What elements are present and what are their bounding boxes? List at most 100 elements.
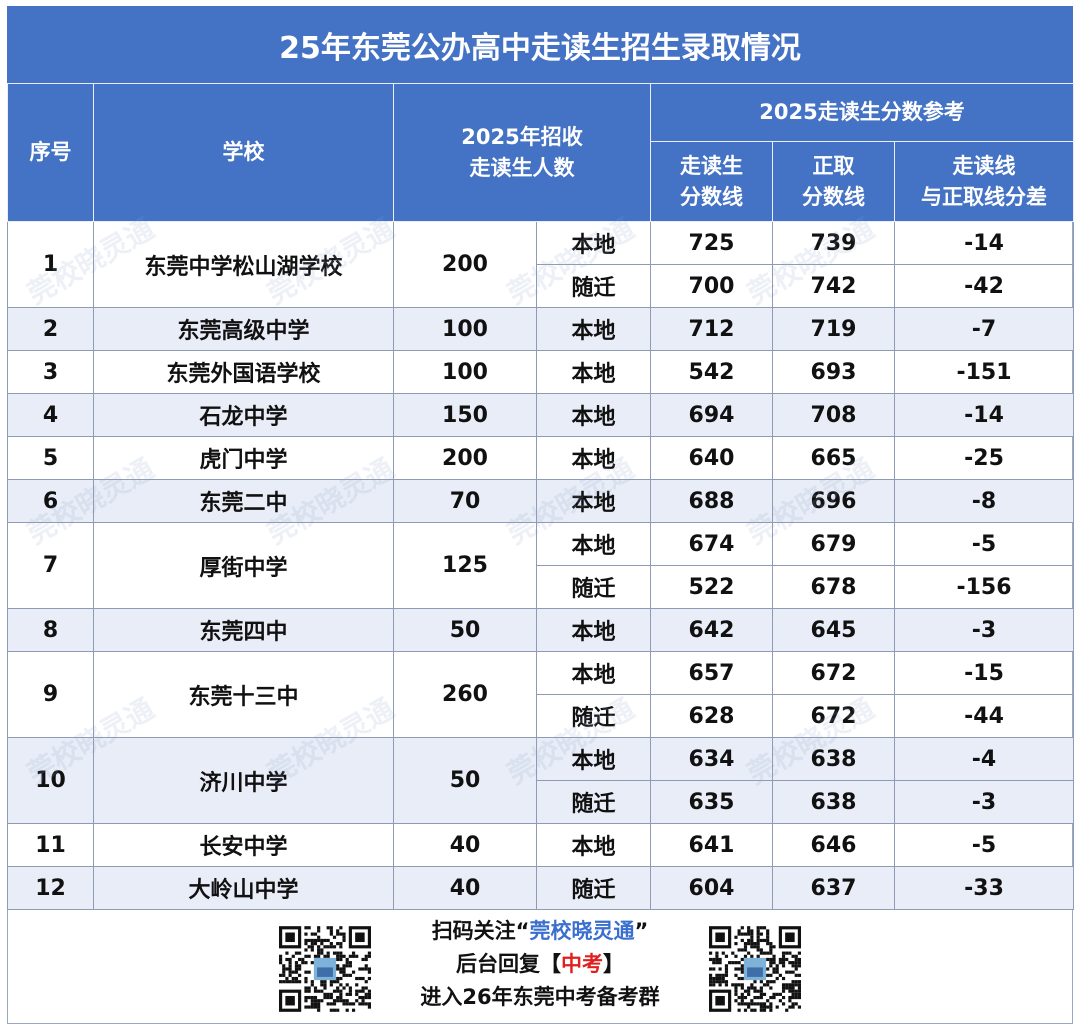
qr-code-right (709, 926, 801, 1012)
cell-index: 5 (7, 436, 94, 480)
cell-score-diff: -15 (894, 651, 1075, 695)
footer-line2-prefix: 后台回复【 (456, 952, 561, 976)
cell-walk-score: 688 (650, 479, 774, 523)
header-diff-line1: 走读线 (952, 153, 1016, 178)
table-row: 1 东莞中学松山湖学校 200 本地 725 739 -14 (7, 221, 1075, 308)
cell-regular-score: 696 (772, 479, 896, 523)
cell-index: 11 (7, 823, 94, 867)
table-row: 10 济川中学 50 本地 634 638 -4 (7, 737, 1075, 824)
cell-student-type: 随迁 (535, 780, 652, 824)
header-difference: 走读线 与正取线分差 (894, 141, 1075, 222)
header-school: 学校 (93, 83, 394, 222)
cell-score-diff: -42 (894, 264, 1075, 308)
cell-regular-score: 693 (772, 350, 896, 394)
cell-regular-score: 646 (772, 823, 896, 867)
cell-regular-score: 637 (772, 866, 896, 910)
cell-walk-score: 634 (650, 737, 774, 781)
header-walk-line1: 走读生 (680, 153, 744, 178)
cell-school: 东莞外国语学校 (93, 350, 394, 394)
cell-score-diff: -151 (894, 350, 1075, 394)
cell-quota: 150 (393, 393, 537, 437)
cell-regular-score: 678 (772, 565, 896, 609)
cell-student-type: 随迁 (535, 866, 652, 910)
cell-index: 7 (7, 522, 94, 609)
cell-regular-score: 665 (772, 436, 896, 480)
cell-student-type: 本地 (535, 350, 652, 394)
cell-index: 10 (7, 737, 94, 824)
header-quota: 2025年招收 走读生人数 (392, 83, 652, 222)
table-row: 9 东莞十三中 260 本地 657 672 -15 (7, 651, 1075, 738)
cell-student-type: 本地 (535, 436, 652, 480)
cell-score-diff: -156 (894, 565, 1075, 609)
cell-student-type: 本地 (535, 522, 652, 566)
cell-score-diff: -3 (894, 608, 1075, 652)
cell-school: 厚街中学 (93, 522, 394, 609)
cell-regular-score: 739 (772, 221, 896, 265)
table-row: 随迁 700 742 -42 (8, 264, 1075, 308)
header-diff-line2: 与正取线分差 (921, 184, 1048, 209)
cell-school: 济川中学 (93, 737, 394, 824)
table-body: 1 东莞中学松山湖学校 200 本地 725 739 -14 随迁 700 742 -42 2 东莞高级… (7, 221, 1075, 910)
cell-walk-score: 542 (650, 350, 774, 394)
cell-student-type: 本地 (535, 393, 652, 437)
footer-line3: 进入26年东莞中考备考群 (420, 985, 660, 1009)
cell-walk-score: 640 (650, 436, 774, 480)
cell-student-type: 本地 (535, 737, 652, 781)
header-regular-line: 正取 分数线 (772, 141, 896, 222)
cell-school: 东莞中学松山湖学校 (93, 221, 394, 308)
cell-student-type: 本地 (535, 221, 652, 265)
cell-school: 东莞二中 (93, 479, 394, 523)
cell-index: 4 (7, 393, 94, 437)
cell-index: 12 (7, 866, 94, 910)
cell-quota: 70 (393, 479, 537, 523)
cell-quota: 40 (393, 866, 537, 910)
cell-score-diff: -8 (894, 479, 1075, 523)
account-name: 莞校晓灵通 (529, 919, 635, 943)
table-row: 随迁 635 638 -3 (8, 780, 1075, 824)
cell-walk-score: 725 (650, 221, 774, 265)
table-row: 2 东莞高级中学 100 本地 712 719 -7 (7, 307, 1075, 351)
qr-code-left (279, 926, 371, 1012)
cell-school: 大岭山中学 (93, 866, 394, 910)
cell-student-type: 随迁 (535, 565, 652, 609)
cell-quota: 260 (393, 651, 537, 738)
cell-index: 6 (7, 479, 94, 523)
cell-score-diff: -25 (894, 436, 1075, 480)
cell-student-type: 本地 (535, 823, 652, 867)
header-score-group: 2025走读生分数参考 (650, 83, 1075, 142)
header-index: 序号 (7, 83, 94, 222)
cell-quota: 50 (393, 608, 537, 652)
cell-school: 东莞高级中学 (93, 307, 394, 351)
cell-school: 长安中学 (93, 823, 394, 867)
cell-regular-score: 679 (772, 522, 896, 566)
cell-quota: 50 (393, 737, 537, 824)
cell-school: 虎门中学 (93, 436, 394, 480)
cell-score-diff: -14 (894, 221, 1075, 265)
cell-score-diff: -5 (894, 823, 1075, 867)
header-reg-line1: 正取 (812, 153, 855, 178)
table-row: 4 石龙中学 150 本地 694 708 -14 (7, 393, 1075, 437)
cell-walk-score: 522 (650, 565, 774, 609)
cell-regular-score: 672 (772, 694, 896, 738)
footer-line2: 后台回复【中考】 (387, 948, 693, 981)
page-title: 25年东莞公办高中走读生招生录取情况 (7, 6, 1073, 83)
cell-walk-score: 604 (650, 866, 774, 910)
cell-school: 东莞四中 (93, 608, 394, 652)
table-row: 12 大岭山中学 40 随迁 604 637 -33 (7, 866, 1075, 910)
footer-line2-suffix: 】 (603, 952, 624, 976)
cell-quota: 200 (393, 221, 537, 308)
cell-walk-score: 700 (650, 264, 774, 308)
header-walk-line2: 分数线 (680, 184, 744, 209)
cell-quota: 40 (393, 823, 537, 867)
footer-line1-suffix: ” (634, 919, 649, 943)
cell-student-type: 本地 (535, 651, 652, 695)
cell-walk-score: 657 (650, 651, 774, 695)
cell-student-type: 本地 (535, 479, 652, 523)
cell-student-type: 本地 (535, 307, 652, 351)
header-quota-line2: 走读生人数 (469, 155, 575, 180)
table-row: 随迁 628 672 -44 (8, 694, 1075, 738)
cell-school: 石龙中学 (93, 393, 394, 437)
cell-walk-score: 674 (650, 522, 774, 566)
cell-regular-score: 638 (772, 780, 896, 824)
cell-index: 1 (7, 221, 94, 308)
